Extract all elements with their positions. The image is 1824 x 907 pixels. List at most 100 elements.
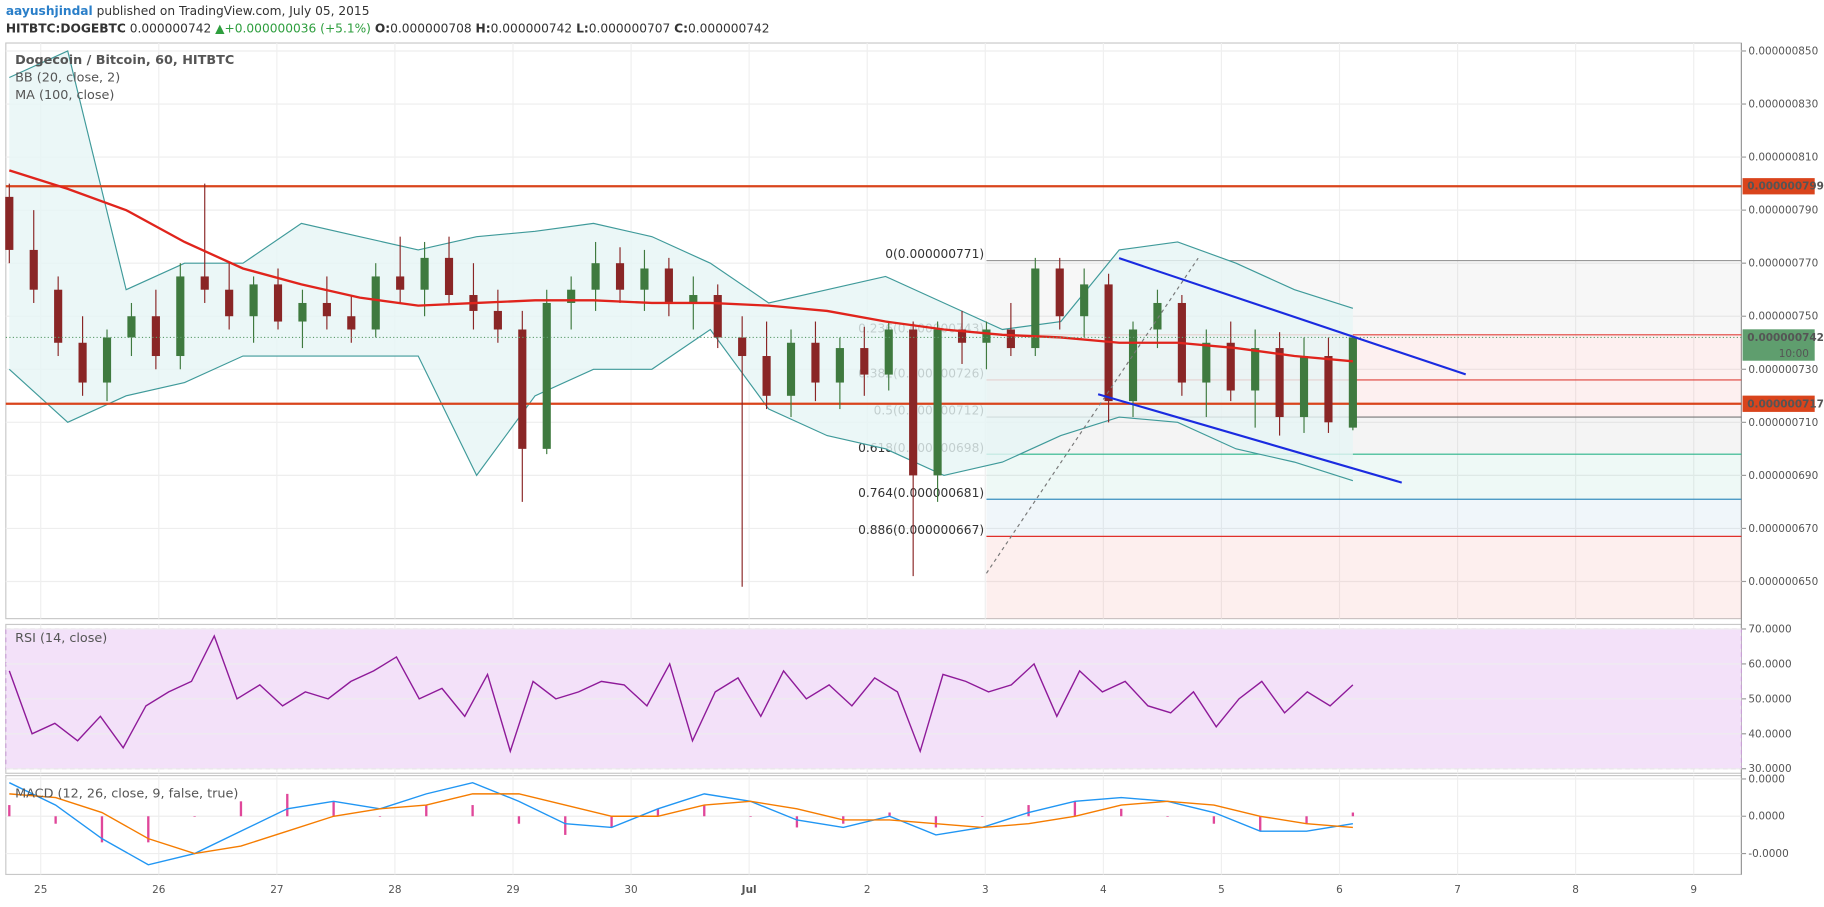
drawings (985, 257, 1467, 574)
candle-body (664, 268, 673, 303)
fib-trend-line (985, 257, 1199, 574)
candle-body (1031, 268, 1040, 349)
histogram-bar (1120, 808, 1123, 817)
ohlc-key: C: (674, 22, 688, 36)
x-tick-label: 3 (982, 884, 989, 896)
candle-body (1202, 342, 1211, 383)
histogram-bar (286, 793, 289, 817)
candle-body (29, 249, 38, 290)
histogram-bar (795, 816, 799, 828)
plot-layer: 0.0000008500.0000008300.0000008100.00000… (5, 42, 1824, 896)
candle-body (615, 263, 625, 290)
histogram-bar (934, 816, 938, 828)
candle-body (127, 316, 136, 338)
arrow: ▲ (215, 22, 225, 36)
fib-label: 0.886(0.000000667) (858, 523, 984, 537)
x-tick-label: 29 (506, 884, 519, 896)
candle-body (933, 329, 942, 476)
y-tick-label: 0.000000750 (1748, 311, 1818, 323)
fib-zone (986, 499, 1742, 537)
histogram-bar (193, 816, 196, 817)
histogram-bar (100, 816, 104, 843)
fib-zone (986, 417, 1742, 455)
histogram-bar (517, 816, 521, 824)
candle-body (249, 284, 258, 317)
fib-zone (986, 454, 1742, 500)
bb-legend: BB (20, close, 2) (15, 70, 120, 85)
ohlc-key: L: (576, 22, 589, 36)
fib-label: 0.764(0.000000681) (858, 486, 984, 500)
x-tick-label: 7 (1454, 884, 1461, 896)
y-tick-label: 70.0000 (1748, 623, 1791, 635)
ma-line (8, 169, 1353, 363)
y-tick-label: 40.0000 (1748, 728, 1791, 740)
y-tick-label: 0.000000790 (1748, 205, 1818, 217)
x-tick-label: 4 (1100, 884, 1107, 896)
histogram-bar (1259, 816, 1262, 832)
candle-body (640, 268, 649, 290)
candle-body (444, 257, 454, 296)
x-tick-label: 26 (152, 884, 165, 896)
histogram-bar (239, 801, 243, 817)
candle-body (347, 316, 356, 330)
histogram-bar (888, 812, 891, 817)
x-tick-label: 28 (388, 884, 401, 896)
rsi-legend: RSI (14, close) (15, 631, 107, 646)
y-tick-label: 0.000000730 (1748, 364, 1818, 376)
ohlc-key: O: (375, 22, 390, 36)
y-tick-label: 0.000000690 (1748, 470, 1818, 482)
ohlc-key: H: (476, 22, 491, 36)
candle-body (1128, 329, 1138, 402)
candle-body (860, 348, 869, 375)
histogram-bar (703, 805, 706, 817)
histogram-bar (378, 816, 382, 817)
y-tick-label: 0.000000830 (1748, 99, 1818, 111)
x-tick-label: 2 (864, 884, 871, 896)
candle-body (151, 316, 160, 357)
price-tag (1742, 178, 1815, 195)
candle-body (884, 329, 893, 375)
histogram-bar (54, 816, 57, 824)
histogram-bar (1351, 812, 1355, 817)
candle-body (1324, 356, 1333, 423)
histogram-bar (147, 816, 150, 843)
y-tick-label: 30.0000 (1748, 763, 1791, 775)
ohlc-value: 0.000000708 (390, 22, 472, 36)
histogram-bar (471, 805, 474, 817)
y-tick-label: 60.0000 (1748, 658, 1791, 670)
histogram-bar (1212, 816, 1216, 824)
ma-legend: MA (100, close) (15, 88, 114, 103)
main-legend: Dogecoin / Bitcoin, 60, HITBTC (15, 53, 234, 68)
author[interactable]: aayushjindal (6, 4, 93, 18)
histogram-bar (1027, 805, 1030, 817)
y-tick-label: 0.0000 (1748, 773, 1785, 785)
histogram-bar (1305, 816, 1308, 824)
candle-body (1055, 268, 1064, 317)
candle-body (371, 276, 380, 330)
candle-body (176, 276, 185, 357)
x-tick-label: 8 (1572, 884, 1579, 896)
histogram-bar (564, 816, 567, 835)
candle-body (1226, 342, 1235, 391)
channel-lower (1097, 393, 1403, 484)
candle-body (713, 295, 722, 338)
candle-body (982, 329, 991, 343)
symbol: HITBTC:DOGEBTC (6, 22, 126, 36)
candle-body (78, 342, 87, 383)
histogram-bar (1166, 816, 1169, 817)
candle-body (54, 289, 63, 343)
candle-body (957, 329, 967, 343)
price-tag-label: 0.000000717 (1747, 398, 1824, 410)
price-tag (1742, 395, 1815, 412)
macd-legend: MACD (12, 26, close, 9, false, true) (15, 787, 238, 802)
y-tick-label: 0.000000650 (1748, 576, 1818, 588)
candle-body (786, 342, 796, 396)
ohlc-value: 0.000000742 (688, 22, 770, 36)
last-price-time: 10:00 (1779, 348, 1809, 360)
y-tick-label: 0.000000770 (1748, 258, 1818, 270)
candle-body (591, 263, 600, 290)
last-price-tag (1742, 329, 1815, 361)
last-price-label: 0.000000742 (1747, 332, 1824, 344)
y-tick-label: 50.0000 (1748, 693, 1791, 705)
